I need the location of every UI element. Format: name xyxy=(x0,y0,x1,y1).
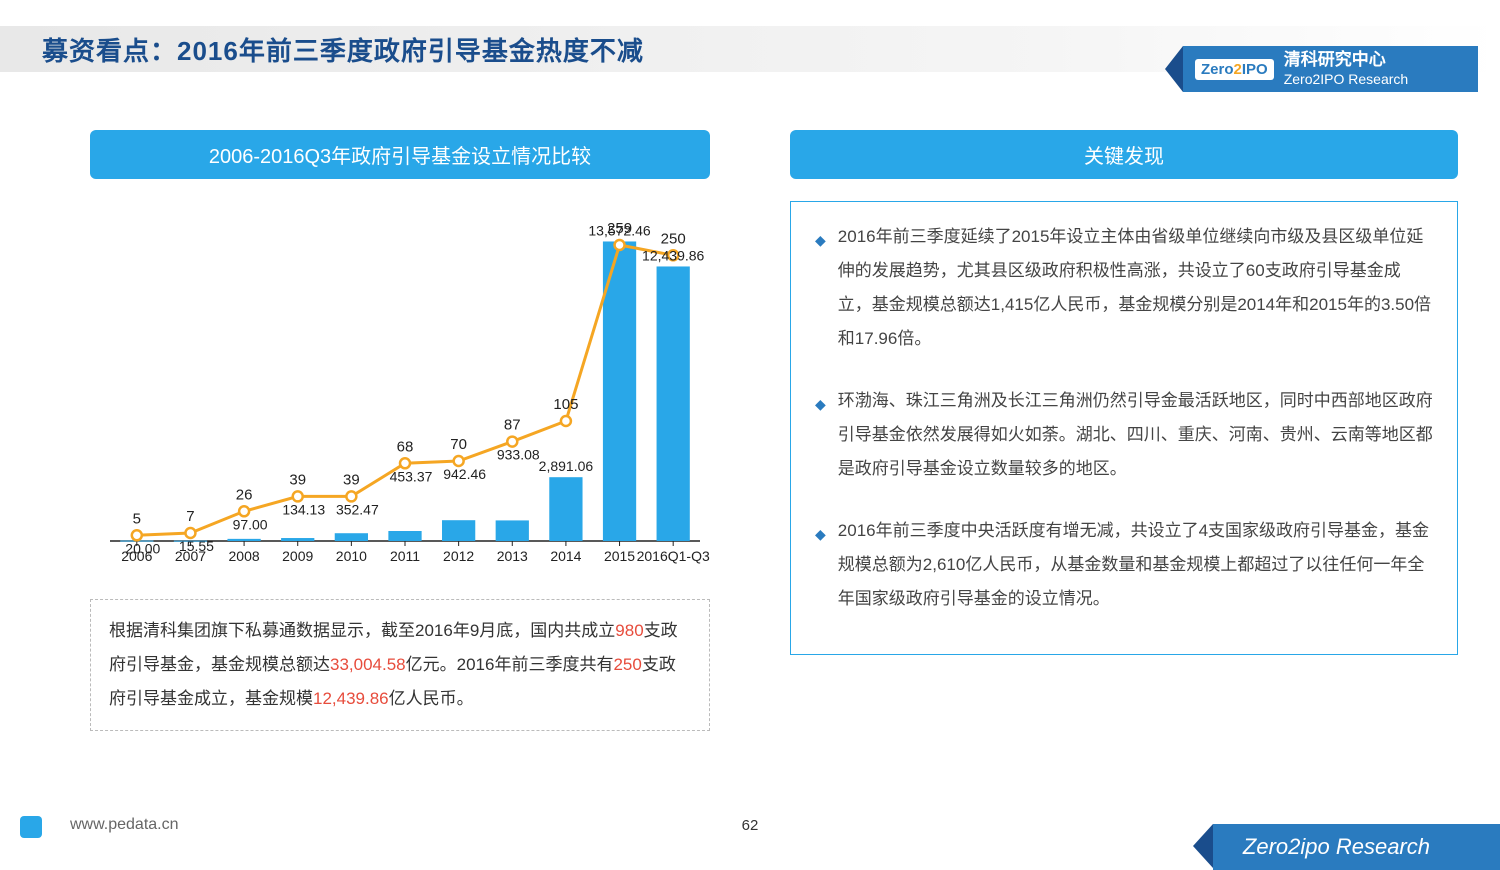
svg-text:2012: 2012 xyxy=(443,548,474,564)
chart-title: 2006-2016Q3年政府引导基金设立情况比较 xyxy=(90,130,710,179)
finding-text: 2016年前三季度中央活跃度有增无减，共设立了4支国家级政府引导基金，基金规模总… xyxy=(838,514,1433,616)
svg-text:2008: 2008 xyxy=(229,548,260,564)
findings-box: ◆2016年前三季度延续了2015年设立主体由省级单位继续向市级及县区级单位延伸… xyxy=(790,201,1458,655)
svg-text:39: 39 xyxy=(343,471,360,488)
finding-text: 2016年前三季度延续了2015年设立主体由省级单位继续向市级及县区级单位延伸的… xyxy=(838,220,1433,356)
svg-text:39: 39 xyxy=(289,471,306,488)
footer-brand: Zero2ipo Research xyxy=(1213,824,1500,870)
footer-dot-icon xyxy=(20,816,42,838)
chart: 2006200720082009201020112012201320142015… xyxy=(90,201,710,581)
footer: www.pedata.cn 62 Zero2ipo Research xyxy=(0,826,1500,870)
footnote: 根据清科集团旗下私募通数据显示，截至2016年9月底，国内共成立980支政府引导… xyxy=(90,599,710,731)
diamond-bullet-icon: ◆ xyxy=(815,520,826,616)
svg-text:15.55: 15.55 xyxy=(179,538,214,554)
svg-text:2014: 2014 xyxy=(550,548,581,564)
svg-text:68: 68 xyxy=(397,438,414,455)
right-column: 关键发现 ◆2016年前三季度延续了2015年设立主体由省级单位继续向市级及县区… xyxy=(790,130,1458,731)
finding-item: ◆环渤海、珠江三角洲及长江三角洲仍然引导金最活跃地区，同时中西部地区政府引导基金… xyxy=(815,384,1433,486)
svg-text:2016Q1-Q3: 2016Q1-Q3 xyxy=(637,548,710,564)
svg-text:87: 87 xyxy=(504,417,521,434)
svg-text:2015: 2015 xyxy=(604,548,635,564)
svg-text:97.00: 97.00 xyxy=(233,516,268,532)
svg-text:942.46: 942.46 xyxy=(443,466,486,482)
left-column: 2006-2016Q3年政府引导基金设立情况比较 200620072008200… xyxy=(90,130,710,731)
content: 2006-2016Q3年政府引导基金设立情况比较 200620072008200… xyxy=(0,106,1500,731)
logo-badge: Zero2IPO xyxy=(1195,59,1274,80)
findings-title: 关键发现 xyxy=(790,130,1458,179)
svg-text:105: 105 xyxy=(553,396,578,413)
svg-text:2011: 2011 xyxy=(390,548,420,564)
logo-text: 清科研究中心 Zero2IPO Research xyxy=(1284,50,1409,87)
footer-url: www.pedata.cn xyxy=(70,816,179,834)
finding-item: ◆2016年前三季度中央活跃度有增无减，共设立了4支国家级政府引导基金，基金规模… xyxy=(815,514,1433,616)
svg-text:2009: 2009 xyxy=(282,548,313,564)
svg-text:250: 250 xyxy=(661,230,686,247)
svg-text:2010: 2010 xyxy=(336,548,367,564)
svg-text:12,439.86: 12,439.86 xyxy=(642,247,704,263)
svg-text:352.47: 352.47 xyxy=(336,501,379,517)
svg-text:933.08: 933.08 xyxy=(497,447,540,463)
svg-text:2,891.06: 2,891.06 xyxy=(539,458,594,474)
svg-text:13,572.46: 13,572.46 xyxy=(588,222,650,238)
svg-text:70: 70 xyxy=(450,436,467,453)
finding-text: 环渤海、珠江三角洲及长江三角洲仍然引导金最活跃地区，同时中西部地区政府引导基金依… xyxy=(838,384,1433,486)
svg-text:134.13: 134.13 xyxy=(282,501,325,517)
logo-box: Zero2IPO 清科研究中心 Zero2IPO Research xyxy=(1183,46,1478,92)
svg-text:2013: 2013 xyxy=(497,548,528,564)
svg-text:20.00: 20.00 xyxy=(125,540,160,556)
diamond-bullet-icon: ◆ xyxy=(815,390,826,486)
page-title: 募资看点：2016年前三季度政府引导基金热度不减 xyxy=(42,31,644,68)
finding-item: ◆2016年前三季度延续了2015年设立主体由省级单位继续向市级及县区级单位延伸… xyxy=(815,220,1433,356)
chart-svg: 2006200720082009201020112012201320142015… xyxy=(90,201,710,581)
svg-text:7: 7 xyxy=(186,508,194,525)
svg-text:26: 26 xyxy=(236,486,253,503)
header: 募资看点：2016年前三季度政府引导基金热度不减 Zero2IPO 清科研究中心… xyxy=(0,26,1500,106)
diamond-bullet-icon: ◆ xyxy=(815,226,826,356)
svg-text:453.37: 453.37 xyxy=(390,468,433,484)
svg-text:5: 5 xyxy=(133,510,141,527)
page-number: 62 xyxy=(742,817,759,834)
